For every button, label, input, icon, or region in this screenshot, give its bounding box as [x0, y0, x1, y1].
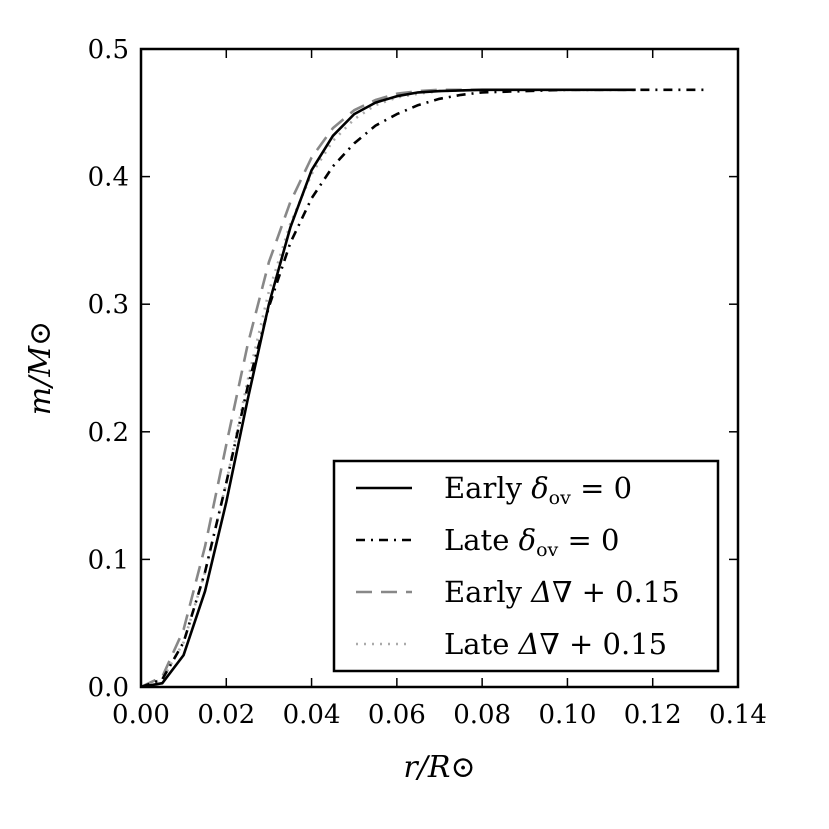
y-tick-label: 0.2 — [88, 418, 129, 448]
ticks-layer: 0.00 0.02 0.04 0.06 0.08 0.10 0.12 0.14 0.0 0.1 0.… — [88, 35, 767, 730]
x-tick-label: 0.00 — [112, 700, 170, 730]
x-tick-label: 0.08 — [453, 700, 511, 730]
y-tick-label: 0.5 — [88, 35, 129, 65]
legend-label-1: Late δov = 0 — [444, 523, 619, 561]
y-tick-label: 0.1 — [88, 545, 129, 575]
series-layer — [141, 88, 709, 687]
legend-label-0: Early δov = 0 — [444, 471, 632, 509]
x-axis-label: r/R⊙ — [403, 750, 475, 785]
series-line-0 — [141, 88, 636, 687]
x-tick-label: 0.06 — [368, 700, 426, 730]
x-tick-label: 0.02 — [197, 700, 255, 730]
y-axis-label: m/M⊙ — [23, 321, 58, 415]
x-tick-label: 0.10 — [538, 700, 596, 730]
series-line-1 — [141, 88, 709, 687]
y-tick-label: 0.4 — [88, 163, 129, 193]
legend-label-3: Late Δ∇ + 0.15 — [444, 627, 667, 661]
x-tick-label: 0.14 — [709, 700, 767, 730]
y-tick-label: 0.3 — [88, 290, 129, 320]
y-tick-label: 0.0 — [88, 673, 129, 703]
x-tick-label: 0.04 — [283, 700, 341, 730]
x-tick-label: 0.12 — [624, 700, 682, 730]
plot-frame — [139, 47, 740, 689]
axis-labels: r/R⊙ m/M⊙ — [23, 321, 476, 785]
legend: Early δov = 0 Late δov = 0 Early Δ∇ + 0.15… — [332, 459, 720, 673]
legend-label-2: Early Δ∇ + 0.15 — [444, 575, 680, 609]
legend-box — [332, 459, 720, 673]
